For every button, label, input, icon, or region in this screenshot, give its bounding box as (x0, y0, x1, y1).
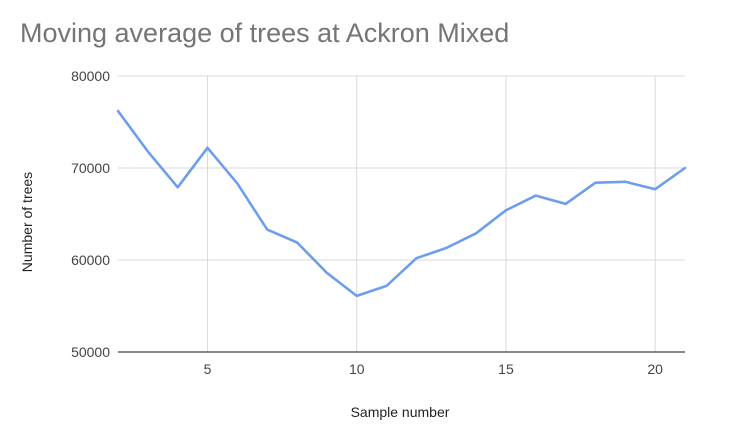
data-point-10 (356, 295, 358, 297)
data-point-18 (594, 182, 596, 184)
x-tick-label-5: 5 (204, 361, 212, 377)
y-tick-label-70000: 70000 (71, 160, 110, 176)
data-point-2 (117, 110, 119, 112)
y-tick-label-50000: 50000 (71, 344, 110, 360)
data-point-21 (684, 167, 686, 169)
y-axis-ticks: 50000 60000 70000 80000 (71, 68, 110, 360)
data-point-16 (535, 194, 537, 196)
data-point-19 (624, 181, 626, 183)
data-point-14 (475, 232, 477, 234)
series-group (116, 109, 687, 298)
data-point-15 (505, 209, 507, 211)
x-tick-label-15: 15 (498, 361, 514, 377)
y-tick-label-60000: 60000 (71, 252, 110, 268)
x-axis-label: Sample number (351, 404, 450, 420)
horizontal-gridlines (118, 75, 685, 353)
data-point-3 (147, 150, 149, 152)
data-point-13 (445, 247, 447, 249)
chart-title: Moving average of trees at Ackron Mixed (20, 18, 510, 48)
data-point-12 (415, 257, 417, 259)
data-point-17 (564, 203, 566, 205)
y-axis-label: Number of trees (19, 172, 35, 272)
x-axis-ticks: 5 10 15 20 (204, 361, 664, 377)
data-point-5 (206, 147, 208, 149)
data-point-4 (176, 186, 178, 188)
data-point-9 (326, 272, 328, 274)
data-point-7 (266, 228, 268, 230)
data-point-6 (236, 182, 238, 184)
y-tick-label-80000: 80000 (71, 68, 110, 84)
data-point-11 (385, 285, 387, 287)
series-line-0 (116, 109, 687, 298)
data-point-8 (296, 241, 298, 243)
data-point-20 (654, 188, 656, 190)
vertical-gridlines (207, 76, 656, 352)
x-tick-label-10: 10 (349, 361, 365, 377)
x-tick-label-20: 20 (647, 361, 663, 377)
